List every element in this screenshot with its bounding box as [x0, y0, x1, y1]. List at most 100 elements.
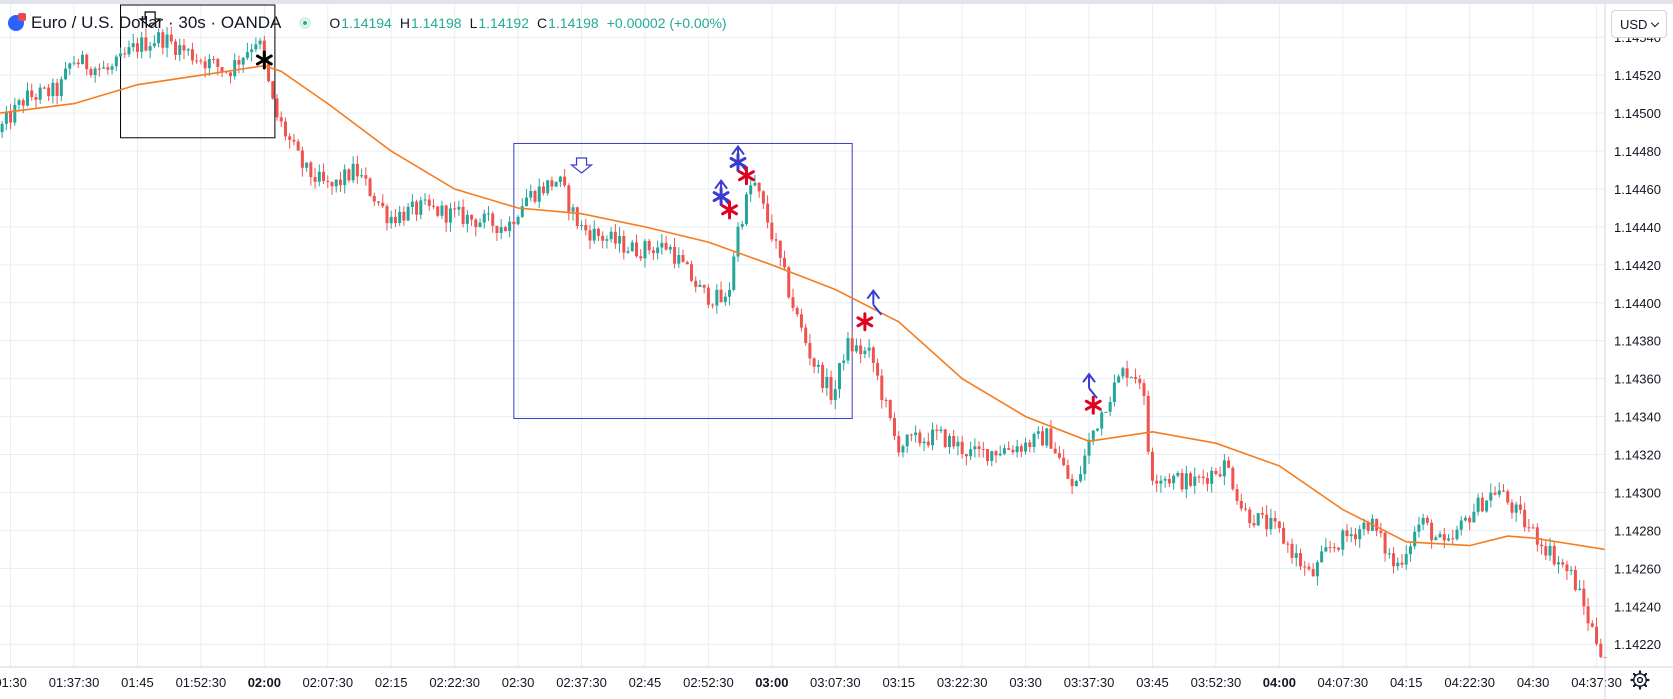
candle-down: [1552, 545, 1556, 565]
candle-up: [516, 216, 520, 225]
moving-average-line: [0, 64, 1606, 551]
red-asterisk-marker: [1084, 395, 1102, 415]
candle-up: [990, 451, 994, 462]
candle-up: [1087, 439, 1091, 456]
candle-up: [558, 176, 562, 183]
candle-up: [148, 46, 152, 51]
candle-up: [630, 242, 634, 252]
candle-down: [279, 117, 283, 122]
candle-up: [1091, 430, 1095, 440]
arrow-tail: [872, 304, 883, 316]
x-tick-label: 03:00: [755, 675, 788, 690]
candle-down: [89, 69, 93, 76]
candle-down: [364, 175, 368, 179]
x-tick-label: 03:15: [882, 675, 915, 690]
candle-down: [601, 235, 605, 241]
candle-down: [783, 257, 787, 268]
candle-up: [1002, 448, 1006, 454]
candle-up: [1404, 554, 1408, 565]
candle-down: [706, 287, 710, 305]
x-tick-label: 01:37:30: [49, 675, 100, 690]
candle-up: [1117, 376, 1121, 383]
candle-down: [892, 418, 896, 437]
candle-down: [689, 264, 693, 281]
candle-up: [537, 186, 541, 202]
candle-up: [1036, 431, 1040, 434]
candle-up: [186, 49, 190, 51]
candle-up: [80, 54, 84, 65]
candle-down: [182, 45, 186, 51]
candle-up: [947, 435, 951, 448]
candle-up: [525, 197, 529, 207]
candle-down: [1239, 500, 1243, 509]
candle-down: [897, 436, 901, 453]
candle-down: [1142, 383, 1146, 396]
currency-selector[interactable]: USD: [1611, 10, 1667, 38]
candle-up: [1413, 531, 1417, 547]
ohlc-low: L1.14192: [469, 15, 529, 31]
candle-down: [322, 171, 326, 182]
candle-up: [1463, 517, 1467, 521]
ohlc-close: C1.14198: [536, 15, 599, 31]
candle-up: [656, 247, 660, 254]
candle-up: [677, 255, 681, 264]
candle-down: [918, 432, 922, 444]
symbol-title[interactable]: Euro / U.S. Dollar · 30s · OANDA: [31, 13, 282, 32]
candle-up: [410, 201, 414, 207]
candle-up: [1434, 537, 1438, 541]
gear-icon[interactable]: [1630, 670, 1650, 690]
y-tick-label: 1.14460: [1614, 182, 1661, 197]
candle-down: [567, 185, 571, 212]
blue-arrow-up-marker: [714, 179, 730, 206]
candle-down: [313, 177, 317, 182]
candle-down: [1451, 538, 1455, 540]
candle-down: [1332, 547, 1336, 549]
x-tick-label: 02:52:30: [683, 675, 734, 690]
candle-down: [42, 87, 46, 89]
candle-down: [639, 256, 643, 259]
arrow-tail: [737, 159, 747, 172]
candle-down: [1298, 553, 1302, 567]
candle-up: [127, 47, 131, 55]
candle-down: [1265, 514, 1269, 530]
y-tick-label: 1.14520: [1614, 68, 1661, 83]
drawing-markers[interactable]: [138, 11, 1102, 415]
candle-down: [296, 141, 300, 151]
candle-down: [1218, 474, 1222, 477]
candle-down: [685, 262, 689, 265]
arrow-tail: [720, 194, 730, 206]
candle-up: [4, 112, 8, 124]
candle-down: [986, 449, 990, 462]
candle-down: [512, 221, 516, 225]
candle-down: [1282, 527, 1286, 544]
y-tick-label: 1.14480: [1614, 144, 1661, 159]
candle-down: [584, 225, 588, 231]
candle-up: [157, 32, 161, 44]
candle-up: [119, 53, 123, 57]
arrow-head: [731, 144, 745, 161]
candle-up: [1079, 474, 1083, 482]
symbol-legend: Euro / U.S. Dollar · 30s · OANDA O1.1419…: [8, 12, 735, 34]
x-tick-label: 03:07:30: [810, 675, 861, 690]
candle-down: [1214, 470, 1218, 475]
x-tick-label: 02:00: [248, 675, 281, 690]
candle-down: [368, 178, 372, 196]
x-tick-label: 02:37:30: [556, 675, 607, 690]
candle-up: [1514, 504, 1518, 513]
candle-up: [258, 40, 262, 45]
candle-down: [34, 97, 38, 100]
arrow-head: [714, 179, 728, 195]
candle-up: [140, 37, 144, 52]
x-tick-label: 02:07:30: [302, 675, 353, 690]
candle-up: [1459, 520, 1463, 530]
candle-down: [161, 32, 165, 48]
market-status-icon[interactable]: [299, 17, 312, 29]
drawing-rectangles[interactable]: [120, 4, 853, 420]
y-tick-label: 1.14500: [1614, 106, 1661, 121]
candle-up: [499, 227, 503, 233]
candle-up: [1176, 472, 1180, 476]
candle-down: [981, 449, 985, 451]
candle-down: [596, 228, 600, 236]
